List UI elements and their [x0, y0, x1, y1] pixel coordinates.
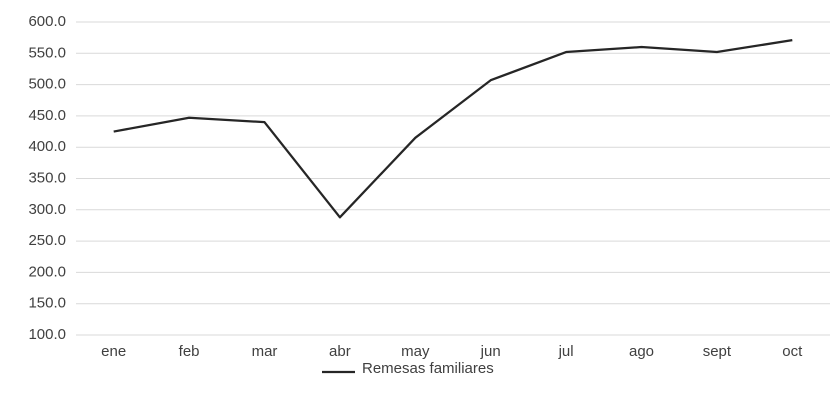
y-tick-label: 350.0 [28, 169, 66, 186]
x-tick-label: mar [252, 343, 278, 360]
x-tick-label: jun [480, 343, 501, 360]
x-tick-label: oct [782, 343, 803, 360]
x-tick-label: ago [629, 343, 654, 360]
y-tick-label: 250.0 [28, 232, 66, 249]
y-tick-label: 100.0 [28, 326, 66, 343]
y-tick-label: 400.0 [28, 138, 66, 155]
y-tick-label: 600.0 [28, 13, 66, 30]
x-tick-label: ene [101, 343, 126, 360]
y-tick-label: 550.0 [28, 44, 66, 61]
line [113, 39, 793, 219]
x-tick-label: may [401, 343, 430, 360]
y-tick-label: 450.0 [28, 107, 66, 124]
x-tick-label: abr [329, 343, 351, 360]
y-tick-label: 200.0 [28, 263, 66, 280]
x-tick-label: feb [179, 343, 200, 360]
y-tick-label: 500.0 [28, 76, 66, 93]
x-tick-label: jul [558, 343, 574, 360]
y-tick-label: 150.0 [28, 295, 66, 312]
legend-label: Remesas familiares [362, 360, 494, 377]
y-tick-label: 300.0 [28, 201, 66, 218]
x-tick-label: sept [703, 343, 732, 360]
